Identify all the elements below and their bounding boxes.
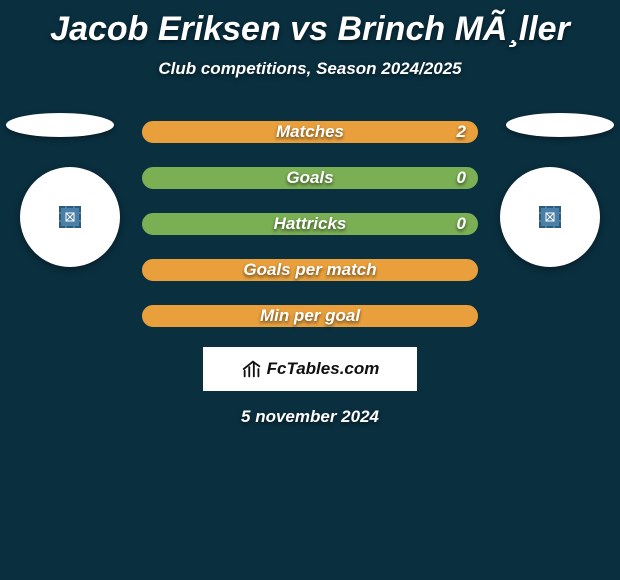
accent-ellipse-left (6, 113, 114, 137)
fctables-logo-icon (241, 358, 263, 380)
attribution-badge: FcTables.com (203, 347, 417, 391)
stat-bar-value: 0 (457, 214, 466, 234)
stat-bar-value: 2 (457, 122, 466, 142)
attribution-text: FcTables.com (267, 359, 380, 379)
stat-bar-label: Hattricks (274, 214, 347, 234)
date-text: 5 november 2024 (0, 407, 620, 427)
stat-bars: Matches 2 Goals 0 Hattricks 0 Goals per match M… (140, 119, 480, 329)
accent-ellipse-right (506, 113, 614, 137)
stat-bar: Min per goal (140, 303, 480, 329)
stat-bar: Hattricks 0 (140, 211, 480, 237)
avatar-placeholder-icon (539, 206, 561, 228)
page-title: Jacob Eriksen vs Brinch MÃ¸ller (0, 0, 620, 49)
player-avatar-left (20, 167, 120, 267)
stat-bar-label: Min per goal (260, 306, 360, 326)
stat-bar-value: 0 (457, 168, 466, 188)
subtitle: Club competitions, Season 2024/2025 (0, 59, 620, 79)
player-avatar-right (500, 167, 600, 267)
stat-bar: Goals 0 (140, 165, 480, 191)
stat-bar-label: Goals (286, 168, 333, 188)
stat-bar-label: Goals per match (243, 260, 376, 280)
stat-bar-label: Matches (276, 122, 344, 142)
stats-area: Matches 2 Goals 0 Hattricks 0 Goals per match M… (0, 119, 620, 427)
stat-bar: Goals per match (140, 257, 480, 283)
avatar-placeholder-icon (59, 206, 81, 228)
stat-bar: Matches 2 (140, 119, 480, 145)
